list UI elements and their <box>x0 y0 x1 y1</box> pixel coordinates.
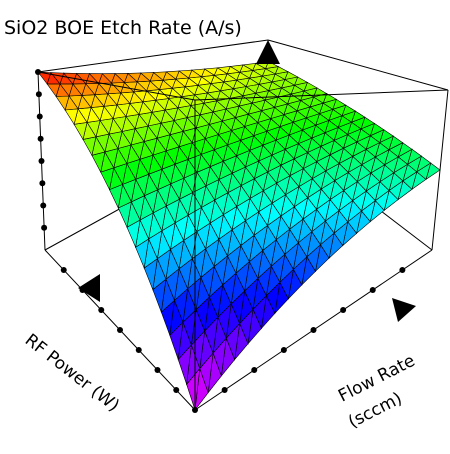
rf-power-tick <box>173 387 180 393</box>
origin-tick <box>192 407 198 413</box>
etch-rate-tick <box>41 224 48 231</box>
surface-facet <box>165 70 180 80</box>
surface-facet <box>229 64 244 73</box>
z-top-tick <box>35 69 41 75</box>
box-edge-right-top <box>267 39 449 91</box>
flow-rate-tick <box>251 367 258 373</box>
flow-rate-tick <box>369 287 376 293</box>
box-edge-left-top <box>37 71 196 101</box>
etch-rate-tick <box>36 113 43 120</box>
surface-facet <box>178 69 193 79</box>
flow-rate-tick <box>310 327 317 333</box>
box-edge-right-vertical <box>431 89 449 251</box>
flow-rate-tick <box>399 267 406 273</box>
flow-rate-tick <box>221 387 228 393</box>
axis-arrows <box>78 40 416 322</box>
box-edge-back-top <box>37 39 269 73</box>
surface-facet <box>75 73 90 85</box>
surface-facet <box>242 62 257 71</box>
rf-power-axis-arrow <box>78 274 100 302</box>
surface-facet <box>140 72 155 82</box>
surface-facet <box>101 73 116 84</box>
box-edge-front-top <box>194 89 449 101</box>
flow-rate-tick <box>280 347 287 353</box>
surface-facet <box>114 73 129 84</box>
surface-facet <box>88 73 103 84</box>
etch-rate-tick <box>35 91 42 98</box>
rf-power-tick <box>60 267 67 273</box>
surface-facet <box>37 71 52 85</box>
flow-rate-axis-arrow <box>392 298 416 322</box>
rf-power-tick <box>135 347 142 353</box>
etch-rate-tick <box>39 180 46 187</box>
etch-rate-tick <box>37 135 44 142</box>
z-axis-arrow <box>256 40 280 64</box>
surface-facet <box>127 72 142 83</box>
surface-facet <box>152 71 167 81</box>
surface-facet <box>191 68 206 78</box>
chart-title: SiO2 BOE Etch Rate (A/s) <box>4 17 242 39</box>
etch-rate-tick <box>40 202 47 209</box>
etch-rate-tick <box>38 158 45 164</box>
rf-power-tick <box>98 307 105 313</box>
surface-facet <box>216 66 231 75</box>
axis-ticks <box>35 69 406 413</box>
rf-power-tick <box>154 367 161 373</box>
flow-rate-tick <box>340 307 347 313</box>
rf-power-tick <box>117 327 123 333</box>
etch-rate-surface <box>37 61 441 412</box>
y-axis-label: RF Power (W) <box>21 330 123 416</box>
surface-facet <box>203 67 218 76</box>
surface-facet <box>50 72 65 85</box>
